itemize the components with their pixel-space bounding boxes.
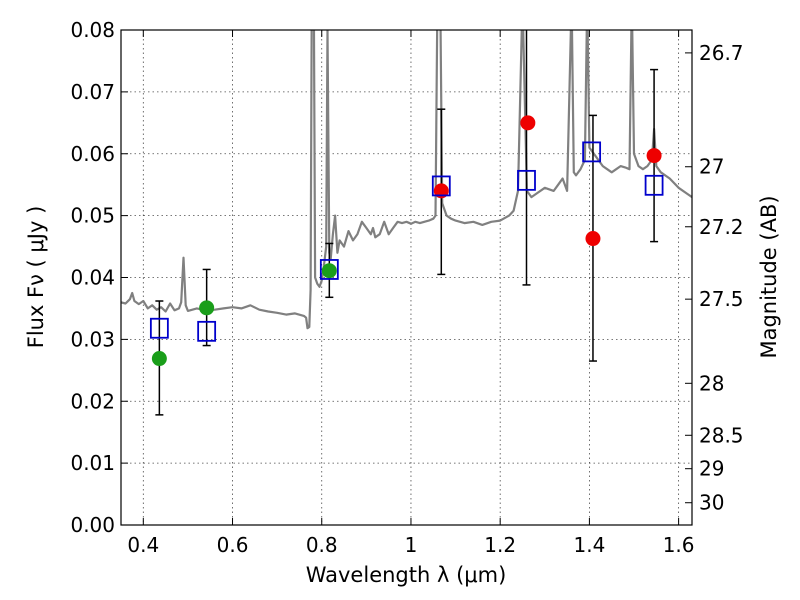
- model-band-square: [319, 259, 339, 280]
- model-band-square: [644, 174, 664, 196]
- photometry-point: [321, 263, 337, 279]
- y-tick-label: 0.04: [70, 266, 115, 290]
- photometry-point: [199, 300, 215, 316]
- axis-ticks: 0.4 0.6 0.8 1 1.2 1.4 1.6 0.00 0.01 0.02 0.03 0.04 0…: [70, 18, 743, 557]
- right-tick-label: 28.5: [699, 423, 744, 447]
- photometry-point: [646, 148, 662, 164]
- x-tick-label: 0.6: [217, 533, 249, 557]
- right-tick-label: 30: [699, 491, 724, 515]
- x-tick-label: 1.2: [484, 533, 516, 557]
- y-tick-label: 0.05: [70, 204, 115, 228]
- photometry-point: [520, 115, 536, 131]
- right-tick-label: 27.2: [699, 215, 744, 239]
- y-tick-label: 0.01: [70, 451, 115, 475]
- y-tick-label: 0.00: [70, 513, 115, 537]
- model-band-square: [197, 320, 217, 342]
- plot-area: [121, 30, 692, 416]
- model-band-square: [431, 175, 451, 197]
- x-tick-label: 0.4: [127, 533, 159, 557]
- y-tick-label: 0.08: [70, 18, 115, 42]
- model-band-square: [517, 169, 536, 191]
- right-tick-label: 27: [699, 155, 724, 179]
- x-tick-label: 0.8: [306, 533, 338, 557]
- y-axis-label: Flux Fν ( μJy ): [24, 206, 48, 349]
- right-tick-label: 26.7: [699, 41, 744, 65]
- model-band-square: [149, 317, 169, 339]
- y-tick-label: 0.07: [70, 80, 115, 104]
- photometry-point: [585, 231, 601, 247]
- x-tick-label: 1.4: [573, 533, 605, 557]
- right-tick-label: 28: [699, 371, 724, 395]
- right-tick-label: 29: [699, 457, 724, 481]
- x-tick-label: 1: [405, 533, 418, 557]
- right-axis-label: Magnitude (AB): [757, 195, 781, 358]
- grid-lines: [121, 29, 692, 526]
- model-band-square: [582, 141, 602, 163]
- x-axis-label: Wavelength λ (μm): [306, 563, 507, 587]
- y-tick-label: 0.02: [70, 389, 115, 413]
- y-tick-label: 0.06: [70, 142, 115, 166]
- right-tick-label: 27.5: [699, 287, 744, 311]
- x-tick-label: 1.6: [663, 533, 695, 557]
- photometry-point: [151, 351, 167, 367]
- y-tick-label: 0.03: [70, 327, 115, 351]
